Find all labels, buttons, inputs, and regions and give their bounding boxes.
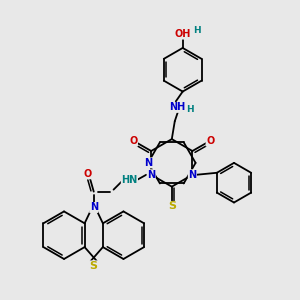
Text: NH: NH: [169, 102, 186, 112]
Text: O: O: [129, 136, 137, 146]
Text: O: O: [206, 136, 214, 146]
Text: H: H: [193, 26, 200, 34]
Text: N: N: [147, 170, 155, 180]
Text: HN: HN: [121, 175, 137, 185]
Text: N: N: [90, 202, 98, 212]
Text: S: S: [90, 261, 98, 271]
Text: N: N: [144, 158, 152, 168]
Text: S: S: [168, 202, 176, 212]
Text: N: N: [188, 170, 196, 180]
Text: O: O: [84, 169, 92, 179]
Text: OH: OH: [175, 29, 191, 39]
Text: H: H: [186, 105, 194, 114]
